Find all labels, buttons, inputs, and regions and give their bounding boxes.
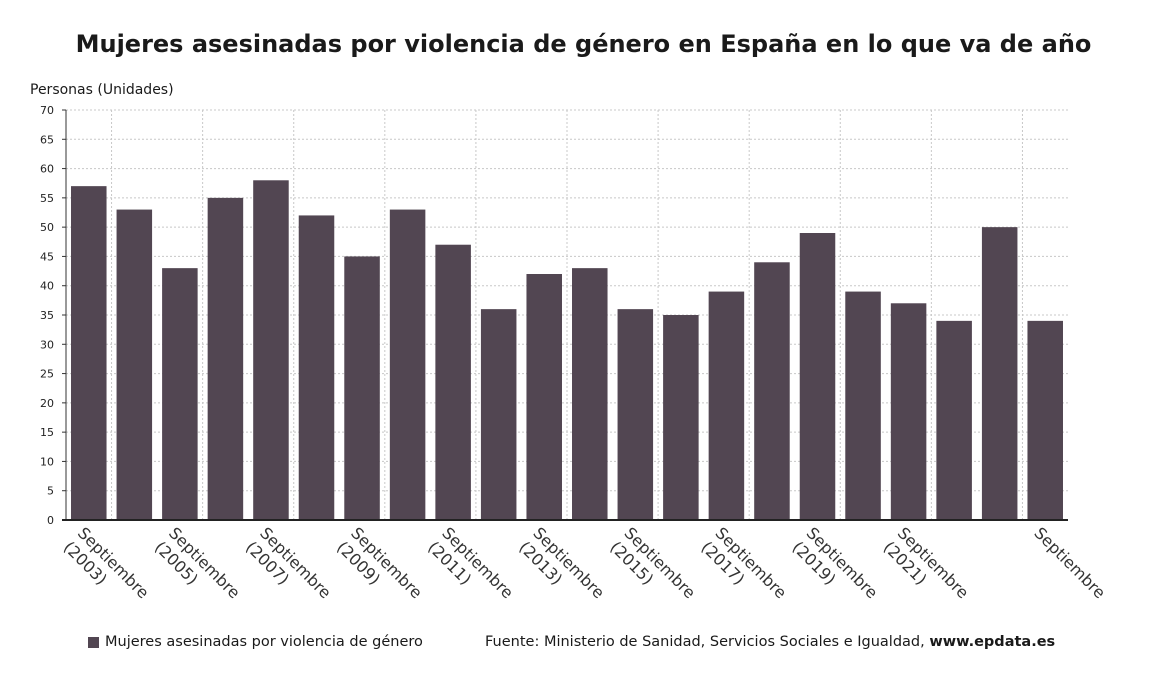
bar (207, 197, 244, 520)
legend: Mujeres asesinadas por violencia de géne… (88, 634, 423, 650)
x-tick-label: Septiembre(2013) (515, 523, 608, 616)
bar (389, 209, 426, 521)
y-tick-label: 45 (40, 250, 54, 263)
bar (253, 180, 289, 521)
x-tick-label: Septiembre(2007) (242, 523, 335, 616)
y-tick-label: 0 (47, 514, 54, 527)
source-site: www.epdata.es (929, 634, 1056, 650)
bar (845, 291, 881, 520)
bar (298, 215, 335, 520)
bar (936, 320, 972, 520)
bar (754, 262, 790, 520)
bar (480, 309, 517, 520)
x-tick-label: Septiembre(2019) (789, 523, 882, 616)
y-tick-label: 10 (40, 455, 54, 468)
y-tick-label: 55 (40, 192, 54, 205)
x-tick-label: Septiembre(2011) (424, 523, 517, 616)
x-tick-label: Septiembre(2015) (606, 523, 699, 616)
source-note: Fuente: Ministerio de Sanidad, Servicios… (485, 634, 1055, 650)
x-tick-label: Septiembre(2017) (697, 523, 790, 616)
bar (663, 315, 699, 520)
y-tick-label: 40 (40, 280, 54, 293)
bar (981, 227, 1018, 520)
bar (71, 186, 107, 520)
y-axis-label: Personas (Unidades) (30, 82, 174, 98)
y-tick-label: 25 (40, 368, 54, 381)
bar (526, 274, 562, 520)
legend-label: Mujeres asesinadas por violencia de géne… (105, 634, 423, 650)
x-tick-label-line1: Septiembre (1030, 523, 1109, 602)
bar (890, 303, 927, 520)
y-tick-label: 20 (40, 397, 54, 410)
bar (435, 244, 471, 520)
bar (617, 309, 654, 520)
x-tick-label: Septiembre(2009) (333, 523, 426, 616)
x-tick-label: Septiembre(2005) (151, 523, 244, 616)
legend-swatch (88, 636, 99, 648)
bar (162, 268, 198, 520)
bar (116, 209, 153, 521)
bar (799, 233, 836, 520)
bar (572, 268, 608, 520)
y-tick-label: 15 (40, 426, 54, 439)
y-tick-label: 5 (47, 485, 54, 498)
y-tick-label: 35 (40, 309, 54, 322)
y-tick-label: 30 (40, 338, 54, 351)
bar (1027, 320, 1063, 520)
x-tick-label: Septiembre (1030, 523, 1109, 602)
y-tick-label: 60 (40, 163, 54, 176)
chart-title: Mujeres asesinadas por violencia de géne… (75, 30, 1092, 58)
y-tick-label: 65 (40, 133, 54, 146)
y-tick-label: 70 (40, 104, 54, 117)
source-text: Fuente: Ministerio de Sanidad, Servicios… (485, 634, 930, 650)
x-tick-label: Septiembre(2003) (60, 523, 153, 616)
y-tick-label: 50 (40, 221, 54, 234)
bar (344, 256, 380, 520)
x-tick-label: Septiembre(2021) (880, 523, 973, 616)
bar (708, 291, 745, 520)
